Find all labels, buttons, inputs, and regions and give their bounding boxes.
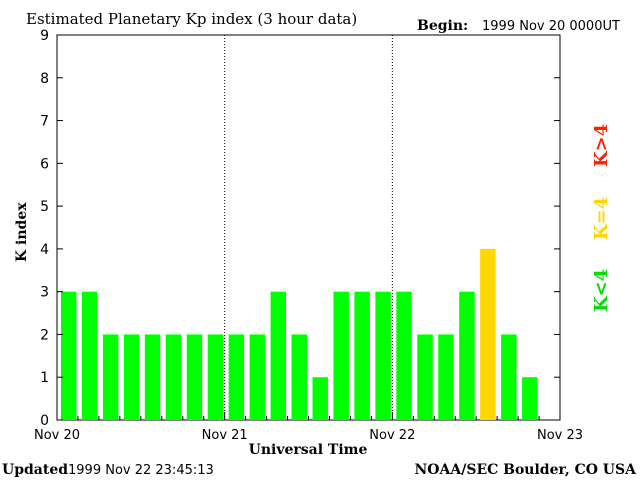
x-tick-label: Nov 21: [202, 428, 248, 443]
updated-label: Updated: [2, 462, 68, 478]
y-axis: 0 1 2 3 4 5 6 7 8 9: [40, 28, 560, 429]
legend: K<4 K=4 K>4: [591, 124, 612, 312]
kp-bar: [165, 334, 182, 420]
begin-value: 1999 Nov 20 0000UT: [482, 19, 620, 34]
chart-title: Estimated Planetary Kp index (3 hour dat…: [26, 10, 357, 28]
credit: NOAA/SEC Boulder, CO USA: [415, 462, 638, 478]
y-tick-label: 2: [40, 327, 49, 343]
x-tick-label: Nov 23: [537, 428, 583, 443]
kp-bar: [375, 291, 391, 420]
kp-bar: [186, 334, 203, 420]
kp-bar: [207, 334, 224, 420]
kp-bar: [396, 291, 412, 420]
bar-series: [61, 248, 538, 420]
kp-bar: [270, 291, 287, 420]
y-tick-label: 9: [40, 28, 49, 44]
y-tick-label: 4: [40, 242, 49, 258]
y-tick-label: 3: [40, 285, 49, 301]
x-tick-label: Nov 22: [369, 428, 415, 443]
kp-bar: [144, 334, 161, 420]
kp-bar: [228, 334, 245, 420]
updated-value: 1999 Nov 22 23:45:13: [68, 463, 214, 478]
kp-bar: [291, 334, 307, 420]
y-tick-label: 7: [40, 114, 49, 130]
kp-bar: [522, 377, 538, 420]
y-tick-label: 8: [40, 71, 49, 87]
y-tick-label: 0: [40, 413, 49, 429]
begin-label: Begin:: [417, 18, 468, 34]
y-tick-label: 6: [40, 156, 49, 172]
y-tick-label: 5: [40, 199, 49, 215]
x-axis: Nov 20 Nov 21 Nov 22 Nov 23: [34, 412, 583, 443]
kp-bar: [333, 291, 349, 420]
kp-bar: [480, 248, 496, 420]
kp-bar: [312, 377, 328, 420]
y-tick-label: 1: [40, 370, 49, 386]
legend-red: K>4: [591, 124, 612, 167]
kp-bar: [249, 334, 266, 420]
kp-bar: [81, 291, 98, 420]
y-axis-label: K index: [14, 202, 30, 262]
legend-green: K<4: [591, 269, 612, 312]
kp-bar: [417, 334, 433, 420]
kp-bar: [61, 291, 77, 420]
kp-bar: [123, 334, 140, 420]
x-tick-label: Nov 20: [34, 428, 80, 443]
kp-bar: [501, 334, 517, 420]
x-axis-label: Universal Time: [249, 442, 368, 458]
kp-bar: [354, 291, 370, 420]
kp-bar: [459, 291, 475, 420]
kp-bar: [438, 334, 454, 420]
kp-bar: [102, 334, 119, 420]
day-gridlines: [224, 35, 393, 420]
legend-yellow: K=4: [591, 197, 612, 240]
